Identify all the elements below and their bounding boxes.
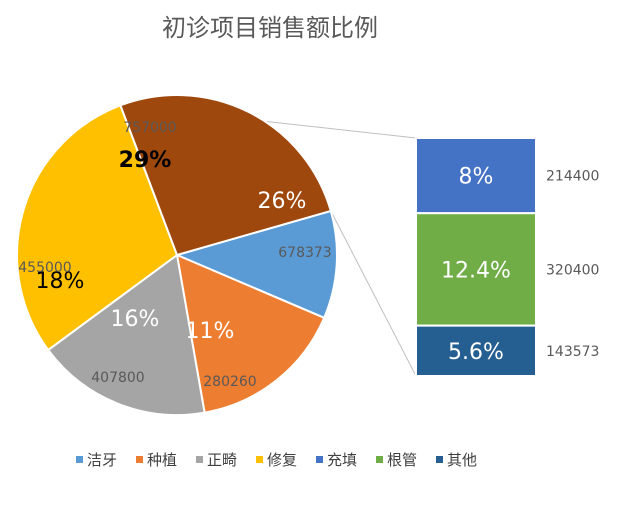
pie-slice-2	[175, 253, 326, 414]
legend-item: 修复	[256, 451, 297, 469]
legend-item: 正畸	[196, 451, 237, 469]
legend-swatch	[376, 456, 383, 463]
pie-percent-label: 16%	[111, 307, 160, 332]
chart-title: 初诊项目销售额比例	[162, 14, 378, 42]
legend-swatch	[316, 456, 323, 463]
legend-swatch	[136, 456, 143, 463]
legend-label: 种植	[147, 451, 177, 469]
pie-slice-3	[46, 253, 206, 416]
legend-label: 正畸	[207, 451, 237, 469]
legend-label: 洁牙	[87, 451, 117, 469]
pie-slice-1	[174, 209, 338, 320]
pie-value-label: 280260	[203, 374, 256, 390]
pie-percent-label: 26%	[258, 189, 307, 214]
bar-segment-1	[415, 137, 537, 215]
connector-line-bottom	[330, 210, 417, 377]
pie-value-label: 455000	[18, 260, 71, 276]
bar-percent-label: 12.4%	[441, 258, 511, 283]
pie-slice-5	[119, 94, 333, 257]
bar-percent-label: 5.6%	[448, 340, 504, 365]
pie-value-label: 407800	[91, 370, 144, 386]
legend-label: 其他	[447, 451, 477, 469]
pie-value-label: 678373	[278, 245, 331, 261]
breakout-bar: 8% 214400 12.4% 320400 5.6% 143573	[415, 137, 599, 378]
bar-segment-2	[415, 212, 537, 327]
legend-item: 种植	[136, 451, 177, 469]
bar-percent-label: 8%	[459, 165, 494, 190]
bar-value-label: 143573	[546, 344, 599, 360]
legend-label: 充填	[327, 451, 357, 469]
bar-segment-3	[415, 324, 537, 378]
legend-label: 根管	[387, 451, 417, 469]
pie-percent-label: 11%	[186, 319, 235, 344]
legend-swatch	[76, 456, 83, 463]
bar-value-label: 320400	[546, 262, 599, 278]
legend-swatch	[256, 456, 263, 463]
legend-label: 修复	[267, 451, 297, 469]
bar-value-label: 214400	[546, 169, 599, 185]
pie-value-label: 757000	[123, 120, 176, 136]
legend-item: 充填	[316, 451, 357, 469]
legend-swatch	[436, 456, 443, 463]
pie-percent-label: 18%	[36, 269, 85, 294]
pie-slice-4	[16, 104, 179, 352]
pie-percent-label: 29%	[119, 148, 172, 173]
legend-item: 其他	[436, 451, 477, 469]
pie: 11% 280260 16% 407800 18%455000 29% 757000 26% 6…	[16, 94, 338, 416]
legend-item: 洁牙	[76, 451, 117, 469]
legend: 洁牙 种植 正畸 修复 充填 根管 其他	[76, 451, 477, 469]
legend-item: 根管	[376, 451, 417, 469]
legend-swatch	[196, 456, 203, 463]
